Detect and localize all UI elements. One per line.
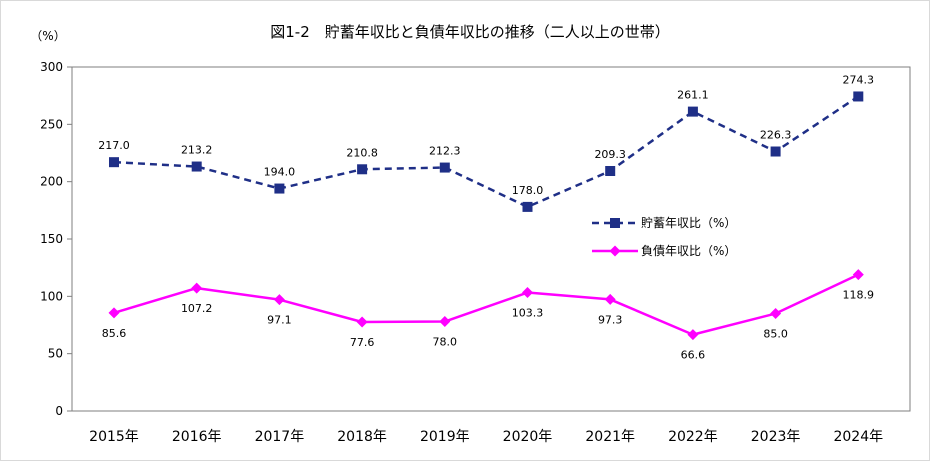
data-point-marker <box>191 282 203 294</box>
y-tick-label: 250 <box>40 117 63 131</box>
x-tick-label: 2017年 <box>255 429 305 445</box>
data-point-marker <box>605 166 616 177</box>
legend-label: 貯蓄年収比（%） <box>641 216 736 230</box>
data-label: 226.3 <box>760 129 792 142</box>
data-label: 274.3 <box>843 73 875 86</box>
y-axis-unit-label: （%） <box>30 29 65 43</box>
y-axis: 0 50 100 150 200 250 300 <box>40 60 72 418</box>
data-label: 97.1 <box>267 314 292 327</box>
data-label: 77.6 <box>350 336 375 349</box>
x-tick-label: 2022年 <box>668 429 718 445</box>
legend-marker <box>610 218 620 228</box>
data-label: 66.6 <box>681 349 706 362</box>
data-point-marker <box>770 308 782 320</box>
data-point-marker <box>191 161 202 172</box>
data-point-marker <box>274 183 285 194</box>
y-tick-label: 200 <box>40 175 63 189</box>
data-label: 103.3 <box>512 307 544 320</box>
chart-title: 図1-2 貯蓄年収比と負債年収比の推移（二人以上の世帯） <box>270 23 670 41</box>
x-tick-label: 2018年 <box>337 429 387 445</box>
series-line-2 <box>113 273 859 336</box>
series-line-1 <box>113 95 859 209</box>
data-label: 209.3 <box>594 148 626 161</box>
data-point-marker <box>770 146 781 157</box>
data-point-marker <box>108 307 120 319</box>
data-point-marker <box>357 164 368 175</box>
x-tick-label: 2021年 <box>585 429 635 445</box>
data-point-marker <box>687 329 699 341</box>
data-label: 85.6 <box>102 327 127 340</box>
legend-marker <box>609 245 621 257</box>
y-tick-label: 150 <box>40 232 63 246</box>
x-tick-label: 2016年 <box>172 429 222 445</box>
data-label: 194.0 <box>264 166 296 179</box>
data-label: 97.3 <box>598 313 623 326</box>
x-tick-label: 2024年 <box>833 429 883 445</box>
data-label: 85.0 <box>763 328 788 341</box>
data-label: 78.0 <box>433 336 458 349</box>
plot-area <box>71 66 911 412</box>
y-tick-label: 300 <box>40 60 63 74</box>
data-point-marker <box>273 294 285 306</box>
series-layer: 217.0 213.2 194.0 210.8 212.3 178.0 209.3 261.1… <box>98 73 874 361</box>
data-point-marker <box>356 316 368 328</box>
data-point-marker <box>522 201 533 212</box>
data-point-marker <box>439 162 450 173</box>
y-tick-label: 50 <box>48 347 63 361</box>
data-label: 107.2 <box>181 302 213 315</box>
x-tick-label: 2015年 <box>89 429 139 445</box>
data-label: 217.0 <box>98 139 130 152</box>
x-tick-label: 2020年 <box>503 429 553 445</box>
data-point-marker <box>604 293 616 305</box>
data-label: 212.3 <box>429 145 461 158</box>
data-point-marker <box>853 91 864 102</box>
x-axis: 2015年 2016年 2017年 2018年 2019年 2020年 2021年 2022年… <box>89 429 883 445</box>
data-label: 210.8 <box>346 146 378 159</box>
data-point-marker <box>109 157 119 168</box>
y-tick-label: 0 <box>55 404 63 418</box>
x-tick-label: 2019年 <box>420 429 470 445</box>
data-point-marker <box>522 287 533 299</box>
data-point-marker <box>852 269 864 281</box>
data-point-marker <box>439 316 451 328</box>
y-tick-label: 100 <box>40 289 63 303</box>
data-label: 178.0 <box>512 184 544 197</box>
legend: 貯蓄年収比（%） 負債年収比（%） <box>592 216 736 258</box>
x-tick-label: 2023年 <box>751 429 801 445</box>
data-label: 213.2 <box>181 144 213 157</box>
data-point-marker <box>687 106 698 117</box>
legend-label: 負債年収比（%） <box>641 243 736 258</box>
data-label: 261.1 <box>677 89 709 102</box>
data-label: 118.9 <box>843 289 875 302</box>
